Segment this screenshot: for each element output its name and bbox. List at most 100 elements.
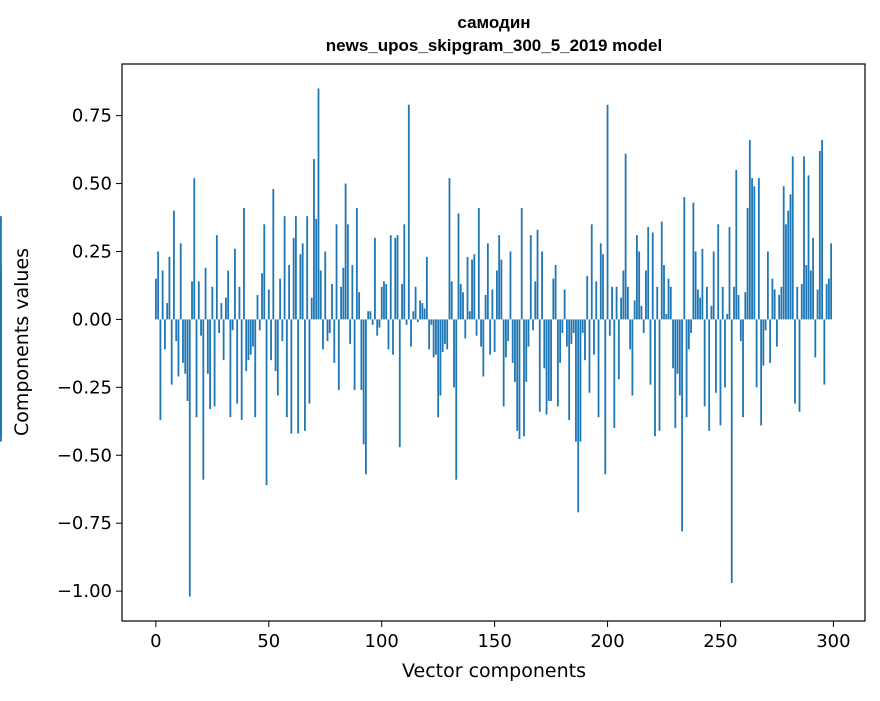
bar-69 <box>310 297 313 320</box>
bar-35 <box>234 248 236 320</box>
bar-50 <box>267 289 270 320</box>
bar-116 <box>416 319 419 323</box>
bar-190 <box>584 319 586 361</box>
bar-27 <box>215 235 218 320</box>
bar-201 <box>608 319 611 336</box>
bar-111 <box>405 319 408 325</box>
bar-278 <box>782 186 785 320</box>
bar-75 <box>324 251 327 320</box>
bar-284 <box>796 286 799 320</box>
bar-144 <box>480 319 482 347</box>
y-tick-label: 0.00 <box>72 309 112 330</box>
bar-213 <box>636 235 638 320</box>
bar-57 <box>283 216 286 320</box>
bar-28 <box>218 319 221 333</box>
bar-138 <box>466 256 469 320</box>
bar-24 <box>209 319 211 410</box>
bar-103 <box>387 319 390 350</box>
bar-232 <box>678 319 681 396</box>
bar-41 <box>247 319 250 361</box>
bar-170 <box>538 319 541 412</box>
bar-100 <box>380 286 383 320</box>
bar-39 <box>243 208 245 320</box>
bar-64 <box>299 254 302 320</box>
bar-174 <box>547 319 550 401</box>
bar-271 <box>766 251 769 320</box>
bar-104 <box>389 235 392 320</box>
bar-63 <box>297 319 300 434</box>
bar-9 <box>175 319 178 342</box>
bar-89 <box>355 208 358 320</box>
bar-227 <box>667 278 670 320</box>
bar-153 <box>500 259 503 320</box>
bar-234 <box>683 197 686 320</box>
bar-19 <box>197 281 200 320</box>
bar-212 <box>633 300 636 320</box>
bar-224 <box>660 221 663 320</box>
bar-5 <box>166 303 169 320</box>
bar-74 <box>322 319 324 350</box>
bar-83 <box>342 267 345 320</box>
bar-90 <box>358 292 361 320</box>
bar-285 <box>798 319 801 412</box>
bar-6 <box>168 256 171 320</box>
bar-240 <box>696 289 699 320</box>
bar-280 <box>787 210 790 320</box>
bar-97 <box>374 237 376 320</box>
bar-17 <box>193 178 196 320</box>
x-tick-label: 300 <box>816 631 850 652</box>
bar-26 <box>213 319 216 407</box>
bar-96 <box>371 319 374 325</box>
bar-120 <box>425 256 428 320</box>
bar-154 <box>502 319 505 407</box>
bar-81 <box>337 319 340 391</box>
bar-176 <box>552 278 555 320</box>
bar-263 <box>748 140 751 320</box>
bar-272 <box>769 319 772 363</box>
bar-203 <box>613 319 616 429</box>
bar-108 <box>398 319 401 448</box>
bar-110 <box>403 224 406 320</box>
bar-77 <box>328 319 331 333</box>
bar-93 <box>364 319 367 475</box>
bar-88 <box>353 319 356 391</box>
bar-2 <box>159 319 162 420</box>
bar-94 <box>367 311 370 320</box>
bar-115 <box>414 286 417 320</box>
bar-42 <box>249 319 252 355</box>
bar-59 <box>288 265 291 320</box>
bar-22 <box>204 267 207 320</box>
bar-10 <box>177 319 180 377</box>
bar-237 <box>690 319 693 333</box>
x-tick-label: 0 <box>150 631 161 652</box>
x-tick-label: 150 <box>477 631 511 652</box>
bar-282 <box>791 156 794 320</box>
bar-288 <box>805 265 808 320</box>
bar-193 <box>590 224 593 320</box>
bar-287 <box>803 156 805 320</box>
bar-12 <box>182 319 184 363</box>
bar-219 <box>649 319 652 385</box>
bar-257 <box>735 169 738 320</box>
bar-54 <box>276 319 279 396</box>
bar-192 <box>588 319 591 393</box>
bar-34 <box>231 319 234 331</box>
bar-195 <box>595 281 598 320</box>
bar-187 <box>577 319 580 513</box>
bar-101 <box>383 281 385 320</box>
bar-171 <box>541 251 543 320</box>
bar-86 <box>349 319 351 344</box>
bar-139 <box>468 311 471 320</box>
bar-11 <box>179 243 182 320</box>
bar-236 <box>687 319 690 350</box>
bar-208 <box>624 153 627 320</box>
bar-181 <box>563 289 566 320</box>
bar-204 <box>615 286 618 320</box>
bar-259 <box>739 319 742 342</box>
bar-137 <box>464 319 467 339</box>
bar-226 <box>665 313 668 320</box>
bar-273 <box>771 278 774 320</box>
bar-241 <box>699 297 702 320</box>
bar-55 <box>279 278 281 320</box>
bar-49 <box>265 319 268 486</box>
